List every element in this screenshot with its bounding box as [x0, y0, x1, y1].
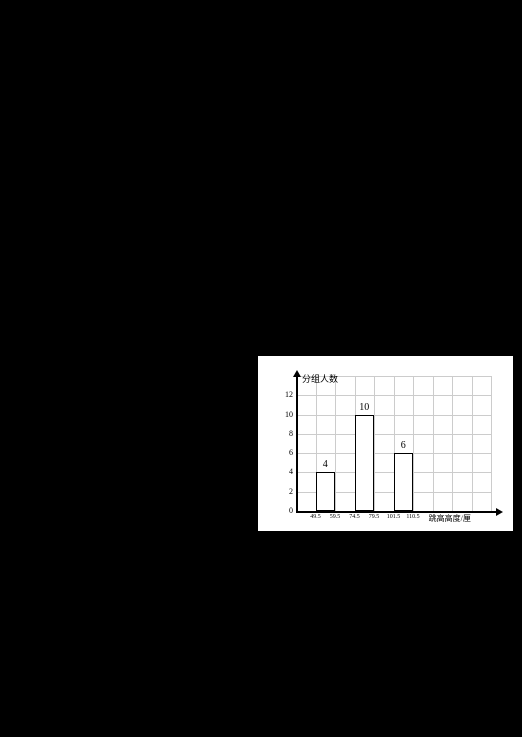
- x-tick-label: 101.5: [387, 514, 401, 520]
- bar-value-label: 4: [323, 459, 328, 470]
- grid-v-line: [335, 376, 336, 511]
- histogram-chart: 0 2 4 6 8 10 12 49.5 59.5 74.5 79.5 101.5 110.5 4 10 6 分…: [258, 356, 513, 531]
- y-tick-label: 12: [278, 390, 293, 399]
- bar-value-label: 10: [359, 402, 369, 413]
- y-tick-label: 2: [278, 487, 293, 496]
- grid-v-line: [472, 376, 473, 511]
- y-tick-label: 0: [278, 506, 293, 515]
- histogram-bar: [355, 415, 375, 512]
- x-tick-label: 110.5: [406, 514, 419, 520]
- y-axis: [296, 376, 298, 511]
- x-tick-label: 59.5: [330, 514, 341, 520]
- x-tick-label: 79.5: [369, 514, 380, 520]
- y-tick-label: 10: [278, 410, 293, 419]
- grid-v-line: [491, 376, 492, 511]
- x-axis-arrow: [496, 508, 503, 516]
- x-tick-label: 74.5: [349, 514, 360, 520]
- y-axis-arrow: [293, 370, 301, 377]
- grid-v-line: [413, 376, 414, 511]
- y-tick-label: 8: [278, 429, 293, 438]
- y-tick-label: 4: [278, 467, 293, 476]
- y-axis-title: 分组人数: [302, 372, 338, 385]
- histogram-bar: [394, 453, 414, 511]
- histogram-bar: [316, 472, 336, 511]
- x-tick-label: 49.5: [310, 514, 321, 520]
- grid-v-line: [374, 376, 375, 511]
- y-tick-label: 6: [278, 448, 293, 457]
- grid-v-line: [433, 376, 434, 511]
- bar-value-label: 6: [401, 440, 406, 451]
- grid-v-line: [452, 376, 453, 511]
- x-axis-title: 跳高高度/厘: [429, 513, 471, 524]
